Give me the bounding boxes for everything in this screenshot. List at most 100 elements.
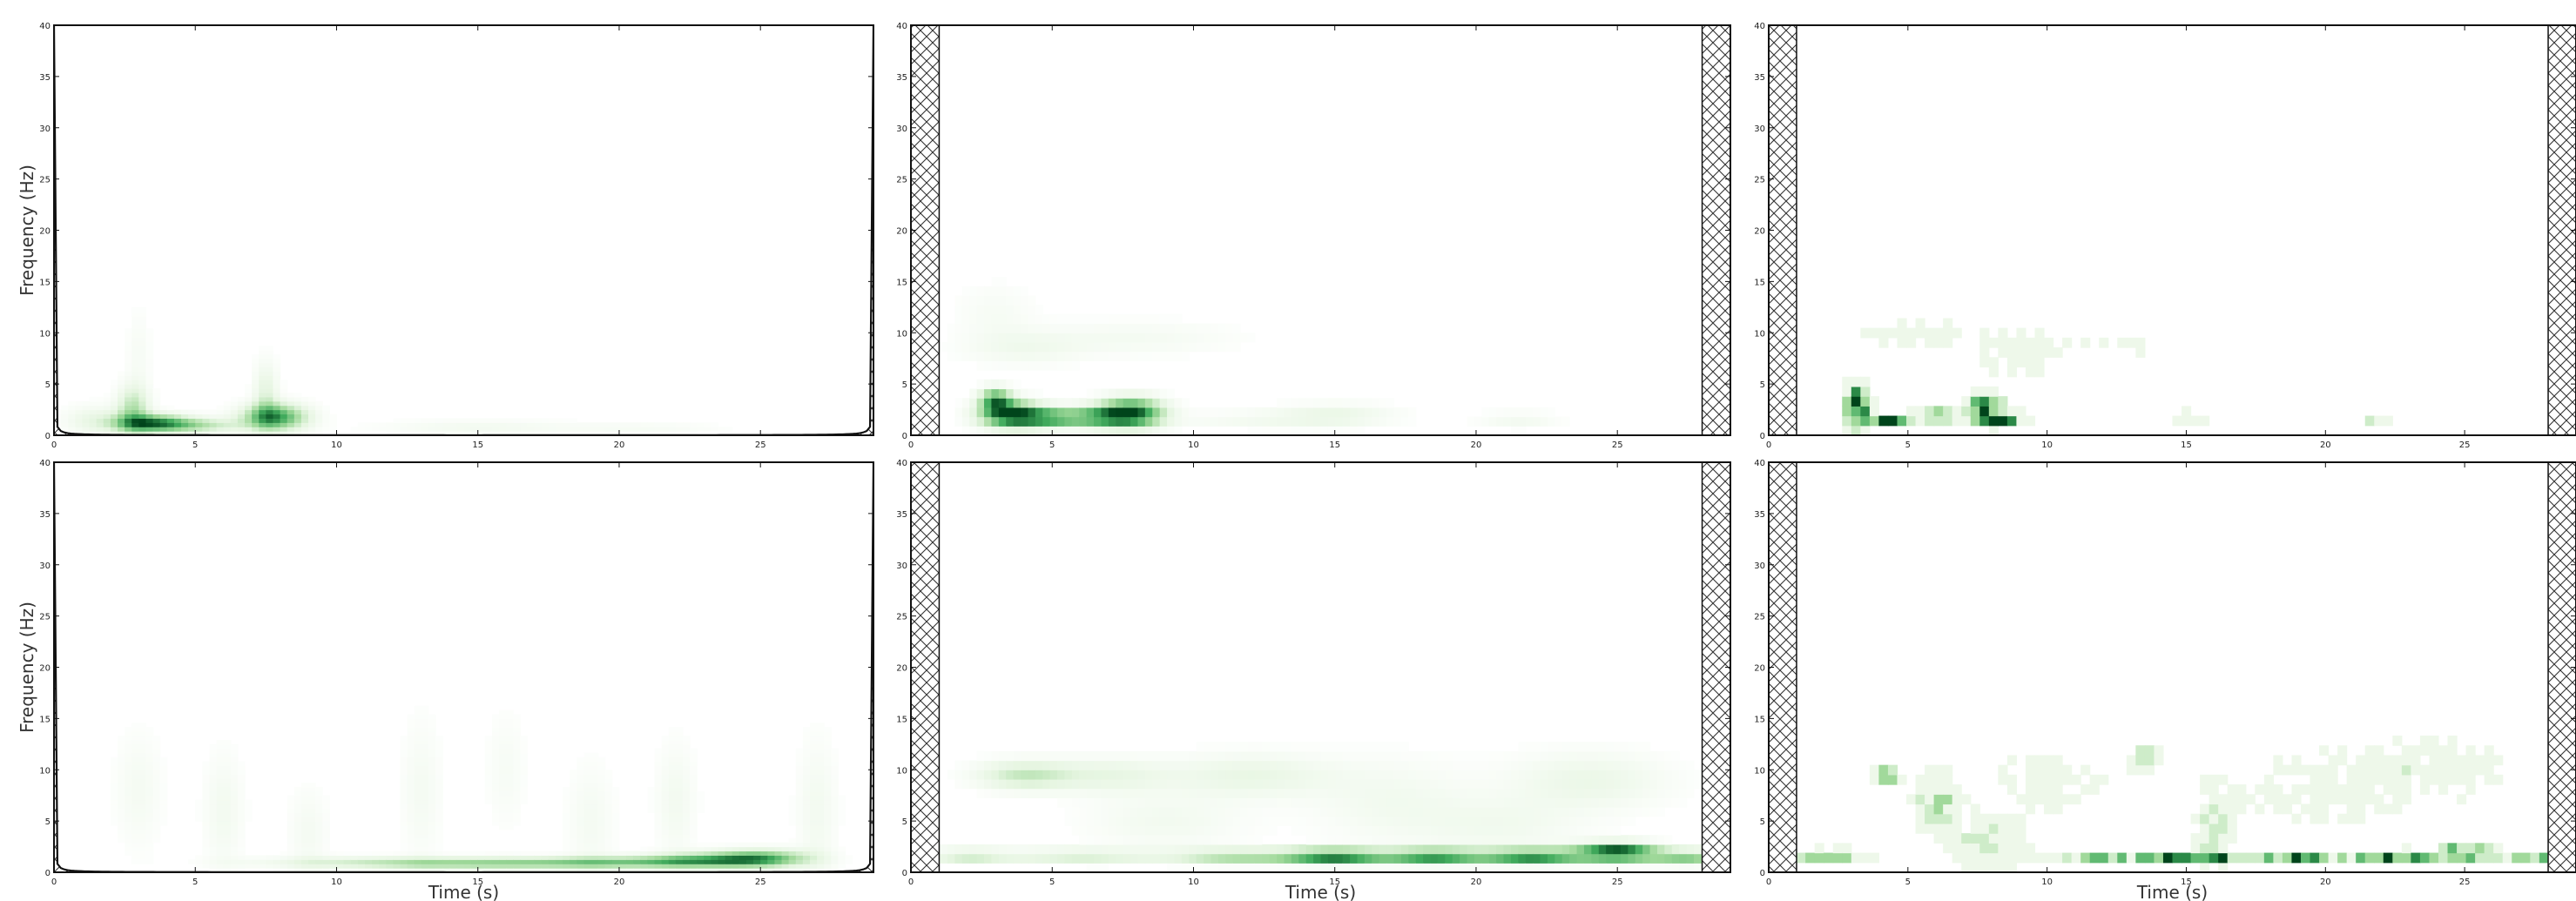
heatmap-cell bbox=[520, 427, 529, 432]
heatmap-cell bbox=[435, 782, 443, 788]
heatmap-cell bbox=[1086, 388, 1095, 399]
heatmap-cell bbox=[202, 431, 211, 435]
heatmap-cell bbox=[583, 808, 592, 813]
heatmap-cell bbox=[118, 756, 125, 763]
heatmap-cell bbox=[484, 786, 493, 792]
heatmap-cell bbox=[1021, 313, 1029, 325]
heatmap-cell bbox=[414, 705, 422, 711]
heatmap-cell bbox=[266, 855, 274, 860]
heatmap-cell bbox=[506, 821, 514, 826]
heatmap-cell bbox=[400, 808, 408, 813]
heatmap-cell bbox=[89, 422, 98, 427]
heatmap-cell bbox=[280, 414, 288, 419]
heatmap-cell bbox=[131, 782, 139, 788]
heatmap-cell bbox=[1860, 415, 1871, 427]
heatmap-cell bbox=[1144, 388, 1153, 399]
heatmap-cell bbox=[513, 418, 521, 423]
heatmap-cell bbox=[216, 808, 225, 813]
heatmap-cell bbox=[131, 371, 139, 376]
heatmap-cell bbox=[998, 305, 1007, 315]
heatmap-cell bbox=[1035, 388, 1043, 399]
heatmap-cell bbox=[159, 427, 168, 432]
heatmap-cell bbox=[583, 833, 592, 839]
heatmap-cell bbox=[245, 855, 253, 860]
heatmap-cell bbox=[110, 808, 118, 813]
heatmap-cell bbox=[597, 851, 606, 856]
heatmap-cell bbox=[1152, 426, 1161, 435]
heatmap-cwt-inner bbox=[110, 705, 853, 872]
heatmap-cell bbox=[138, 371, 147, 376]
heatmap-cell bbox=[998, 360, 1007, 371]
heatmap-cell bbox=[577, 786, 584, 792]
heatmap-cell bbox=[506, 743, 514, 750]
heatmap-cell bbox=[400, 736, 408, 741]
heatmap-cell bbox=[577, 842, 584, 848]
heatmap-cell bbox=[1915, 318, 1925, 329]
heatmap-cell bbox=[484, 855, 493, 860]
heatmap-cell bbox=[1137, 416, 1146, 427]
heatmap-cell bbox=[1035, 333, 1043, 343]
heatmap-cell bbox=[287, 795, 295, 801]
y-tick-label: 40 bbox=[1754, 22, 1765, 31]
heatmap-cell bbox=[145, 837, 154, 844]
heatmap-cell bbox=[421, 739, 429, 745]
heatmap-cell bbox=[195, 808, 203, 813]
heatmap-cell bbox=[675, 431, 684, 435]
heatmap-cell bbox=[520, 855, 529, 860]
heatmap-cell bbox=[400, 851, 408, 856]
heatmap-cell bbox=[499, 812, 507, 817]
heatmap-cell bbox=[590, 837, 599, 844]
heatmap-cell bbox=[96, 414, 105, 419]
heatmap-cell bbox=[145, 812, 154, 817]
heatmap-cell bbox=[991, 388, 1000, 399]
heatmap-cell bbox=[400, 837, 408, 844]
heatmap-cell bbox=[1123, 333, 1131, 343]
heatmap-cell bbox=[577, 846, 584, 852]
heatmap-cell bbox=[407, 859, 415, 864]
heatmap-cell bbox=[435, 812, 443, 817]
heatmap-cell bbox=[245, 384, 253, 389]
heatmap-cell bbox=[1952, 415, 1962, 427]
heatmap-cell bbox=[273, 427, 281, 432]
heatmap-cell bbox=[287, 855, 295, 860]
heatmap-cell bbox=[308, 851, 316, 856]
heatmap-cell bbox=[477, 422, 486, 427]
heatmap-cell bbox=[1123, 388, 1131, 399]
heatmap-cell bbox=[252, 362, 260, 368]
heatmap-cell bbox=[131, 774, 139, 779]
heatmap-cell bbox=[499, 718, 507, 723]
heatmap-cell bbox=[1137, 351, 1146, 361]
heatmap-cell bbox=[1925, 406, 1935, 417]
x-tick-label: 15 bbox=[1329, 440, 1340, 450]
heatmap-cell bbox=[131, 392, 139, 398]
heatmap-cell bbox=[1232, 333, 1241, 343]
heatmap-cell bbox=[152, 774, 161, 779]
heatmap-cell bbox=[590, 829, 599, 835]
heatmap-cell bbox=[1167, 416, 1176, 427]
heatmap-cell bbox=[1108, 313, 1116, 325]
heatmap-cell bbox=[245, 799, 253, 805]
heatmap-cell bbox=[484, 761, 493, 766]
heatmap-cell bbox=[159, 790, 168, 797]
heatmap-cell bbox=[152, 743, 161, 750]
heatmap-cell bbox=[322, 833, 330, 839]
heatmap-cell bbox=[506, 723, 514, 728]
heatmap-cell bbox=[604, 431, 613, 435]
heatmap-cell bbox=[202, 829, 211, 835]
heatmap-cell bbox=[1386, 407, 1395, 418]
heatmap-cell bbox=[125, 786, 132, 792]
heatmap-cell bbox=[131, 405, 139, 411]
heatmap-cell bbox=[548, 431, 556, 435]
heatmap-cell bbox=[308, 414, 316, 419]
heatmap-cell bbox=[548, 859, 556, 864]
heatmap-cell bbox=[407, 731, 415, 736]
heatmap-cell bbox=[1174, 333, 1183, 343]
heatmap-cell bbox=[209, 782, 218, 788]
heatmap-cell bbox=[125, 739, 132, 745]
heatmap-cell bbox=[118, 739, 125, 745]
y-tick-label: 35 bbox=[39, 73, 51, 83]
heatmap-cell bbox=[245, 409, 253, 415]
heatmap-cell bbox=[513, 859, 521, 864]
heatmap-cell bbox=[216, 795, 225, 801]
heatmap-cell bbox=[188, 859, 196, 864]
